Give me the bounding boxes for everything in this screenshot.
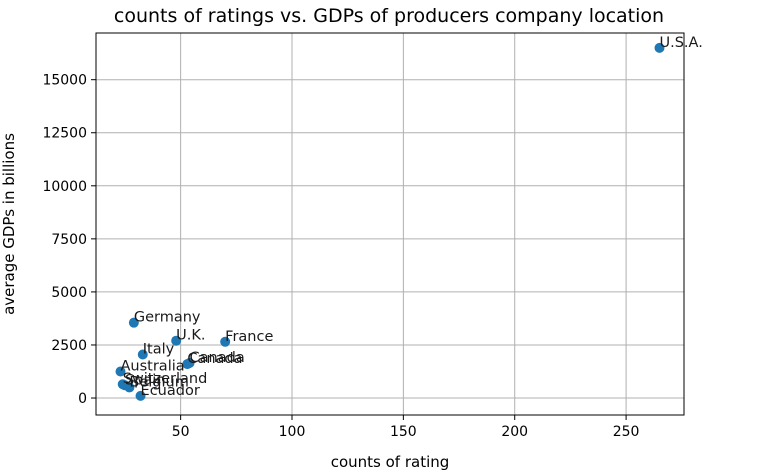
- data-point-label: Canada: [187, 351, 242, 367]
- x-tick-label: 150: [390, 424, 417, 440]
- data-point-label: U.K.: [176, 328, 205, 344]
- x-axis: 50 100 150 200 250: [172, 415, 640, 440]
- grid: [96, 33, 684, 415]
- y-tick-label: 0: [78, 391, 87, 407]
- data-point-label: France: [225, 329, 273, 345]
- x-tick-label: 200: [501, 424, 528, 440]
- y-tick-label: 5000: [51, 285, 87, 301]
- y-tick-label: 15000: [42, 73, 87, 89]
- y-axis: 0 2500 5000 7500 10000 12500 15000: [42, 73, 96, 407]
- data-point: [115, 366, 126, 377]
- data-point-label: Belgium: [129, 374, 188, 390]
- plot-frame: [95, 32, 685, 416]
- y-tick-label: 10000: [42, 179, 87, 195]
- data-point-label: Spain: [125, 372, 166, 388]
- data-point: [220, 336, 231, 347]
- data-point-label: Canada: [190, 350, 245, 366]
- x-axis-title: counts of rating: [331, 453, 450, 470]
- data-points: [115, 42, 665, 401]
- y-axis-title: average GDPs in billions: [0, 133, 18, 315]
- data-point-label: Australia: [121, 358, 185, 374]
- data-point: [184, 358, 195, 369]
- data-point-label: Ecuador: [141, 383, 200, 399]
- data-point: [119, 380, 130, 391]
- x-tick-label: 100: [279, 424, 306, 440]
- data-point: [135, 390, 146, 401]
- data-point: [128, 317, 139, 328]
- data-point: [171, 335, 182, 346]
- data-point-label: Germany: [134, 310, 201, 326]
- data-point-label: Italy: [143, 342, 175, 358]
- y-tick-label: 12500: [42, 126, 87, 142]
- y-tick-label: 7500: [51, 232, 87, 248]
- chart-title: counts of ratings vs. GDPs of producers …: [114, 5, 664, 27]
- data-point-label: Switzerland: [123, 371, 208, 387]
- data-point: [654, 42, 665, 53]
- data-point: [137, 349, 148, 360]
- x-tick-label: 250: [613, 424, 640, 440]
- data-point-label: U.S.A.: [660, 35, 703, 51]
- y-tick-label: 2500: [51, 338, 87, 354]
- x-tick-label: 50: [172, 424, 190, 440]
